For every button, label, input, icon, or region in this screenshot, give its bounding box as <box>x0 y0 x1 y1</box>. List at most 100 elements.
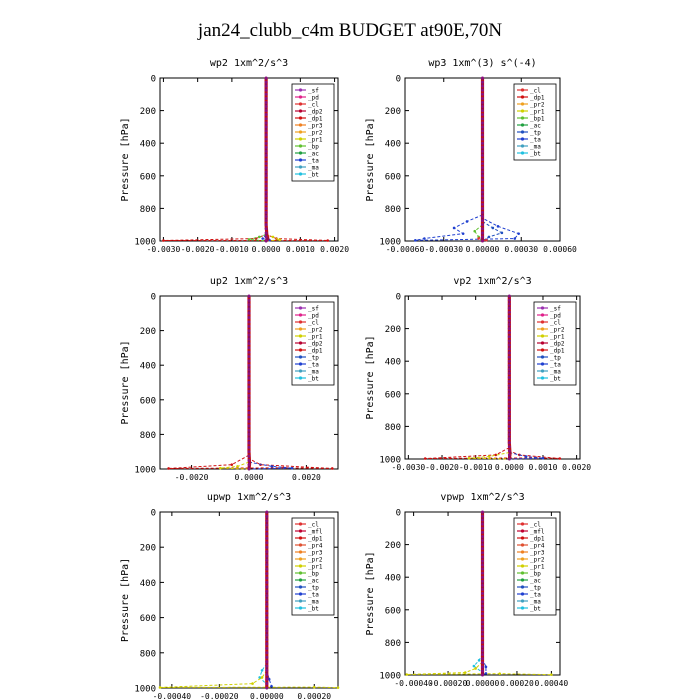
panel-6-legend-label: _tp <box>530 584 541 591</box>
panel-4-legend-marker <box>540 334 545 338</box>
panel-5-profile-marker <box>265 607 269 611</box>
panel-3-profile-marker <box>247 324 251 328</box>
panel-4-profile-marker <box>507 343 511 347</box>
panel-5-ytick-label: 0 <box>151 509 156 519</box>
panel-6-xtick-label: -0.00020 <box>429 679 468 688</box>
panel-1-profile-marker <box>264 239 268 243</box>
panel-6-profile-marker <box>481 596 484 600</box>
panel-3-profile-purple <box>248 296 251 470</box>
panel-4-series-pr1 <box>468 451 510 460</box>
panel-1-profile-marker <box>264 174 268 178</box>
panel-6-ytick-label: 1000 <box>379 672 401 682</box>
panel-2-profile-marker <box>481 76 484 80</box>
panel-3-legend-marker <box>298 327 303 331</box>
panel-6-profile-marker <box>481 539 484 543</box>
panel-2-legend-marker <box>520 95 525 99</box>
panel-5-profile-marker <box>265 550 269 554</box>
panel-6-profile-marker <box>481 649 484 653</box>
panel-3-legend-marker <box>298 376 303 380</box>
panel-6-profile-marker <box>481 632 484 636</box>
panel-6-xtick-label: 0.00020 <box>500 679 534 688</box>
panel-6-point-ta <box>484 672 488 675</box>
panel-4-profile-marker <box>507 371 511 375</box>
panel-5-profile-marker <box>265 660 269 664</box>
panel-3-ytick-label: 0 <box>151 293 156 303</box>
panel-6-profile-marker <box>481 624 484 628</box>
panel-4-legend-marker <box>540 362 545 366</box>
panel-1-legend-marker <box>298 116 303 120</box>
panel-1-profile-marker <box>264 178 268 182</box>
panel-4-legend-marker <box>540 320 545 324</box>
panel-6-legend-marker <box>520 557 525 561</box>
figure-title: jan24_clubb_c4m BUDGET at90E,70N <box>197 20 503 41</box>
panel-5-profile-marker <box>265 651 269 655</box>
panel-5-legend-marker <box>298 550 303 554</box>
panel-4-legend-marker <box>540 355 545 359</box>
panel-3-profile-marker <box>247 372 251 376</box>
panel-3-profile-marker <box>247 441 251 445</box>
panel-2-profile-marker <box>481 206 484 210</box>
panel-4-legend-label: _tp <box>550 354 561 361</box>
panel-2-legend-label: _cl <box>530 87 541 94</box>
panel-2-point-ta <box>465 220 469 223</box>
panel-4-xtick-label: 0.0020 <box>562 463 591 472</box>
panel-5-profile-marker <box>265 585 269 589</box>
panel-4-profile-marker <box>507 441 511 445</box>
panel-5-point-pr1 <box>158 686 162 689</box>
panel-2-legend-label: _tp <box>530 129 541 136</box>
panel-6-point-pr1 <box>550 673 553 676</box>
panel-2-profile-marker <box>481 235 484 239</box>
panel-5-profile-marker <box>265 629 269 633</box>
panel-2-series-bp1 <box>474 224 483 242</box>
panel-1-profile-marker <box>264 129 268 133</box>
panel-3-point-ta <box>290 466 294 470</box>
panel-6-profile-marker <box>481 510 484 514</box>
panel-6-point-pr1 <box>463 671 467 674</box>
panel-1-profile-marker <box>264 162 268 166</box>
panel-3-legend-label: _sf <box>308 305 319 312</box>
panel-2-profile-marker <box>481 194 484 198</box>
panel-1-profile-marker <box>264 145 268 149</box>
panel-2-legend-label: _bp1 <box>530 115 545 122</box>
panel-2-profile-marker <box>481 210 484 214</box>
panel-5-point-ta <box>267 677 271 681</box>
panel-3-profile-marker <box>247 419 251 423</box>
panel-3-profile-marker <box>247 393 251 397</box>
panel-5-profile-marker <box>265 528 269 532</box>
panel-2-point-ta <box>423 237 426 240</box>
panel-3-profile-marker <box>247 458 251 462</box>
panel-2-legend-label: _bt <box>530 150 541 157</box>
panel-4-profile-marker <box>507 302 511 306</box>
panel-6-legend-marker <box>520 536 525 540</box>
panel-5-point-pr1 <box>260 676 264 679</box>
panel-5-legend-label: _pr2 <box>308 556 323 563</box>
panel-5-xtick-label: 0.00000 <box>250 692 284 700</box>
panel-6-profile-marker <box>481 612 484 616</box>
panel-1-series-pr1 <box>265 234 280 242</box>
panel-4-xtick-label: 0.0000 <box>495 463 524 472</box>
panel-5-legend-label: _pr1 <box>308 563 323 570</box>
panel-3-legend-marker <box>298 362 303 366</box>
panel-2-xtick-label: -0.00060 <box>386 245 425 254</box>
panel-1-profile-marker <box>264 219 268 223</box>
panel-6-point-bt <box>472 664 476 668</box>
panel-1-legend-marker <box>298 95 303 99</box>
panel-3-legend-marker <box>298 348 303 352</box>
panel-5-profile-marker <box>265 594 269 598</box>
panel-1-profile-marker <box>264 198 268 202</box>
panel-1-legend-marker <box>298 172 303 176</box>
panel-4-profile-marker <box>507 331 511 335</box>
panel-3-profile-marker <box>247 398 251 402</box>
panel-5-ytick-label: 1000 <box>134 685 156 695</box>
panel-6-legend-label: _pr2 <box>530 556 545 563</box>
panel-3-legend-label: _bt <box>308 375 319 382</box>
panel-5-legend-label: _bt <box>308 605 319 612</box>
panel-2-profile-marker <box>481 166 484 170</box>
panel-1-profile-marker <box>264 186 268 190</box>
panel-1-ytick-label: 0 <box>151 75 156 85</box>
panel-1-profile-marker <box>264 210 268 214</box>
panel-4-point-dp1 <box>423 457 427 460</box>
panel-1-profile-marker <box>264 105 268 109</box>
panel-6-profile-marker <box>481 547 484 551</box>
panel-3-profile-marker <box>247 350 251 354</box>
